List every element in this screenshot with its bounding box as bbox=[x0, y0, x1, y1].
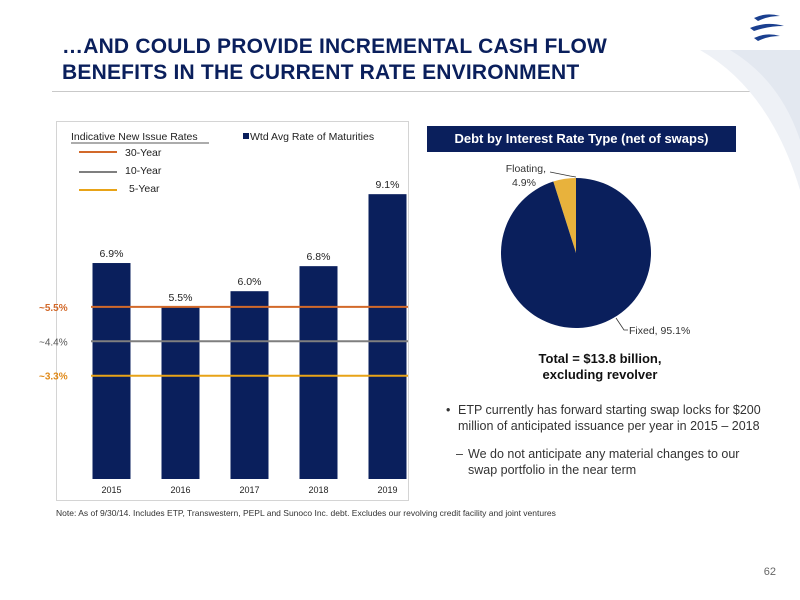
company-logo-icon bbox=[750, 14, 784, 41]
x-tick-label-2016: 2016 bbox=[170, 485, 190, 495]
bar-2019 bbox=[368, 194, 407, 480]
data-label-2019: 9.1% bbox=[376, 179, 400, 191]
reference-label-10-Year: ~4.4% bbox=[39, 337, 68, 348]
pie-total-line-1: Total = $13.8 billion, bbox=[538, 351, 662, 366]
bullet-list: • ETP currently has forward starting swa… bbox=[446, 402, 766, 478]
data-label-2015: 6.9% bbox=[100, 248, 124, 260]
fixed-label: Fixed, 95.1% bbox=[629, 325, 690, 337]
pie-chart: Floating, 4.9% Fixed, 95.1% bbox=[501, 163, 690, 337]
x-tick-label-2017: 2017 bbox=[239, 485, 259, 495]
bar-chart: Indicative New Issue Rates Wtd Avg Rate … bbox=[39, 131, 408, 495]
floating-leader-line bbox=[549, 171, 577, 178]
bullet-main-text: ETP currently has forward starting swap … bbox=[458, 403, 761, 433]
bar-2017 bbox=[230, 291, 269, 479]
sub-bullet-item: – We do not anticipate any material chan… bbox=[446, 446, 766, 478]
title-divider bbox=[52, 91, 800, 92]
legend-title: Indicative New Issue Rates bbox=[71, 131, 198, 143]
footnote: Note: As of 9/30/14. Includes ETP, Trans… bbox=[56, 508, 556, 518]
legend-bar-series: Wtd Avg Rate of Maturities bbox=[250, 131, 374, 143]
x-tick-label-2019: 2019 bbox=[377, 485, 397, 495]
fixed-leader-line bbox=[615, 317, 628, 331]
bullet-marker: • bbox=[446, 403, 451, 417]
sub-bullet-text: We do not anticipate any material change… bbox=[468, 447, 740, 477]
title-line-1: …AND COULD PROVIDE INCREMENTAL CASH FLOW bbox=[62, 35, 608, 58]
floating-label: Floating, bbox=[506, 163, 546, 175]
legend-bar-swatch bbox=[243, 133, 249, 139]
legend-5y-label: 5-Year bbox=[129, 183, 160, 195]
pie-slice-fixed bbox=[501, 178, 651, 328]
legend-10y-label: 10-Year bbox=[125, 165, 162, 177]
bullet-item: • ETP currently has forward starting swa… bbox=[446, 402, 766, 434]
sub-bullet-marker: – bbox=[456, 447, 463, 461]
page-number: 62 bbox=[763, 566, 776, 578]
pie-total: Total = $13.8 billion, excluding revolve… bbox=[525, 351, 675, 383]
data-label-2017: 6.0% bbox=[238, 276, 262, 288]
data-label-2016: 5.5% bbox=[169, 292, 193, 304]
legend-30y-label: 30-Year bbox=[125, 147, 162, 159]
floating-value-label: 4.9% bbox=[512, 177, 536, 189]
pie-total-line-2: excluding revolver bbox=[542, 367, 658, 382]
bar-2016 bbox=[161, 306, 200, 479]
bar-2018 bbox=[299, 266, 338, 479]
decorative-swoosh bbox=[700, 50, 800, 190]
reference-label-30-Year: ~5.5% bbox=[39, 303, 68, 314]
x-tick-label-2018: 2018 bbox=[308, 485, 328, 495]
title-line-2: BENEFITS IN THE CURRENT RATE ENVIRONMENT bbox=[62, 61, 580, 84]
pie-slice-floating bbox=[553, 178, 576, 253]
reference-label-5-Year: ~3.3% bbox=[39, 372, 68, 383]
data-label-2018: 6.8% bbox=[307, 251, 331, 263]
x-tick-label-2015: 2015 bbox=[101, 485, 121, 495]
slide-title: …AND COULD PROVIDE INCREMENTAL CASH FLOW… bbox=[62, 34, 702, 86]
bar-chart-panel: Indicative New Issue Rates Wtd Avg Rate … bbox=[39, 121, 409, 501]
pie-chart-title: Debt by Interest Rate Type (net of swaps… bbox=[427, 126, 736, 152]
bar-2015 bbox=[92, 263, 131, 479]
